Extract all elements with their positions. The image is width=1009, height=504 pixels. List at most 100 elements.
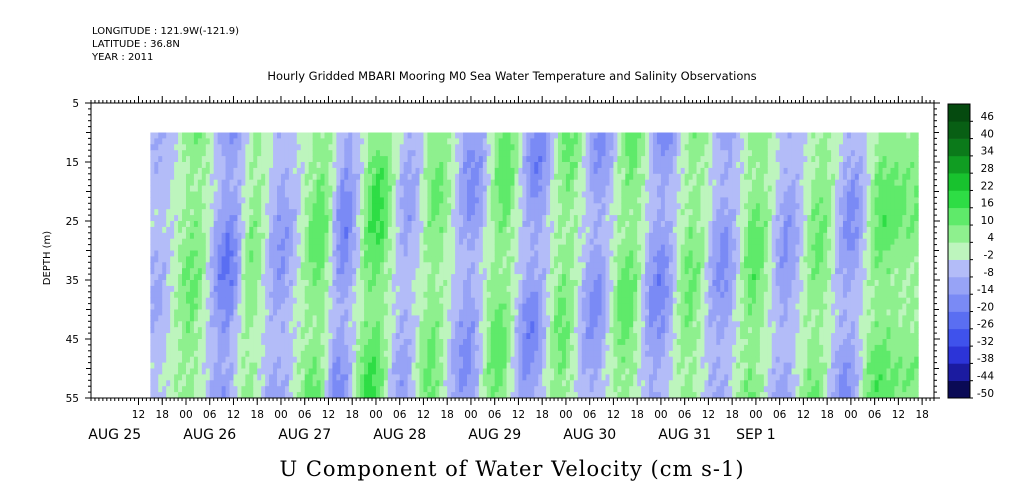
heatmap-cell bbox=[395, 392, 401, 399]
heatmap-cell bbox=[550, 262, 555, 269]
heatmap-cell bbox=[352, 144, 357, 151]
heatmap-cell bbox=[431, 144, 436, 151]
heatmap-cell bbox=[391, 274, 397, 281]
heatmap-cell bbox=[261, 303, 266, 310]
heatmap-cell bbox=[514, 392, 519, 399]
heatmap-cell bbox=[550, 203, 555, 210]
heatmap-cell bbox=[352, 386, 357, 393]
heatmap-cell bbox=[403, 274, 409, 281]
heatmap-cell bbox=[324, 226, 329, 234]
heatmap-cell bbox=[522, 232, 527, 240]
heatmap-cell bbox=[550, 167, 555, 175]
heatmap-cell bbox=[300, 262, 306, 269]
heatmap-cell bbox=[292, 321, 298, 328]
heatmap-cell bbox=[300, 356, 306, 364]
heatmap-cell bbox=[387, 226, 393, 234]
heatmap-cell bbox=[201, 132, 207, 139]
heatmap-cell bbox=[261, 256, 266, 263]
heatmap-cell bbox=[364, 162, 369, 169]
heatmap-cell bbox=[193, 344, 199, 352]
heatmap-cell bbox=[360, 309, 365, 316]
heatmap-cell bbox=[269, 274, 274, 281]
heatmap-cell bbox=[237, 274, 242, 281]
heatmap-cell bbox=[182, 232, 187, 240]
heatmap-cell bbox=[174, 144, 179, 151]
heatmap-cell bbox=[514, 285, 519, 293]
heatmap-cell bbox=[316, 291, 322, 299]
heatmap-cell bbox=[538, 250, 543, 257]
heatmap-cell bbox=[280, 362, 286, 369]
heatmap-cell bbox=[482, 226, 488, 234]
heatmap-cell bbox=[423, 362, 428, 369]
heatmap-cell bbox=[494, 209, 500, 216]
heatmap-cell bbox=[387, 191, 393, 198]
heatmap-cell bbox=[237, 221, 242, 228]
heatmap-cell bbox=[498, 333, 504, 340]
heatmap-cell bbox=[455, 209, 460, 216]
heatmap-cell bbox=[261, 209, 266, 216]
heatmap-cell bbox=[253, 315, 258, 322]
heatmap-cell bbox=[451, 268, 456, 275]
heatmap-cell bbox=[292, 303, 298, 310]
heatmap-cell bbox=[280, 226, 286, 234]
heatmap-cell bbox=[284, 138, 290, 145]
heatmap-cell bbox=[300, 362, 306, 369]
heatmap-cell bbox=[158, 268, 163, 275]
heatmap-cell bbox=[304, 386, 310, 393]
heatmap-cell bbox=[292, 280, 298, 287]
heatmap-cell bbox=[379, 315, 385, 322]
heatmap-cell bbox=[336, 309, 341, 316]
heatmap-cell bbox=[225, 226, 231, 234]
heatmap-cell bbox=[288, 285, 294, 293]
heatmap-cell bbox=[304, 291, 310, 299]
heatmap-cell bbox=[427, 226, 432, 234]
heatmap-cell bbox=[558, 321, 563, 328]
heatmap-cell bbox=[435, 244, 440, 251]
heatmap-cell bbox=[360, 291, 365, 299]
heatmap-cell bbox=[213, 197, 219, 204]
heatmap-cell bbox=[158, 368, 163, 375]
heatmap-cell bbox=[249, 315, 254, 322]
heatmap-cell bbox=[490, 392, 496, 399]
heatmap-cell bbox=[466, 285, 472, 293]
heatmap-cell bbox=[554, 280, 559, 287]
heatmap-cell bbox=[419, 203, 424, 210]
heatmap-cell bbox=[209, 256, 215, 263]
heatmap-cell bbox=[565, 374, 571, 381]
heatmap-cell bbox=[550, 362, 555, 369]
heatmap-cell bbox=[241, 309, 246, 316]
heatmap-cell bbox=[364, 226, 369, 234]
heatmap-cell bbox=[269, 238, 274, 246]
heatmap-cell bbox=[237, 344, 242, 352]
heatmap-cell bbox=[383, 226, 389, 234]
heatmap-cell bbox=[174, 339, 179, 346]
heatmap-cell bbox=[486, 321, 492, 328]
heatmap-cell bbox=[154, 173, 159, 181]
heatmap-cell bbox=[316, 144, 322, 151]
heatmap-cell bbox=[292, 238, 298, 246]
heatmap-cell bbox=[352, 274, 357, 281]
heatmap-cell bbox=[154, 191, 159, 198]
heatmap-cell bbox=[277, 221, 282, 228]
heatmap-cell bbox=[411, 274, 417, 281]
heatmap-cell bbox=[312, 226, 318, 234]
heatmap-cell bbox=[245, 144, 250, 151]
heatmap-cell bbox=[451, 215, 456, 222]
heatmap-cell bbox=[463, 156, 468, 163]
heatmap-cell bbox=[265, 368, 270, 375]
heatmap-cell bbox=[368, 268, 373, 275]
heatmap-cell bbox=[399, 226, 405, 234]
heatmap-cell bbox=[288, 321, 294, 328]
heatmap-cell bbox=[213, 167, 219, 175]
heatmap-cell bbox=[332, 368, 337, 375]
heatmap-cell bbox=[573, 197, 579, 204]
heatmap-cell bbox=[581, 173, 587, 181]
heatmap-cell bbox=[253, 203, 258, 210]
heatmap-cell bbox=[154, 132, 159, 139]
heatmap-cell bbox=[494, 167, 500, 175]
heatmap-cell bbox=[573, 179, 579, 187]
heatmap-cell bbox=[185, 368, 191, 375]
heatmap-cell bbox=[407, 356, 413, 364]
heatmap-cell bbox=[348, 132, 353, 139]
heatmap-cell bbox=[459, 191, 464, 198]
